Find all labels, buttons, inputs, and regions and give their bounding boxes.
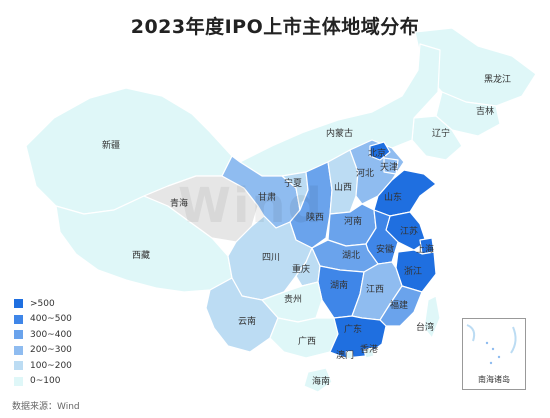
- province-labels: 黑龙江 吉林 辽宁 内蒙古 新疆 西藏 青海 甘肃 宁夏 山西 河北 北京 天津…: [102, 73, 511, 387]
- legend-swatch: [14, 330, 23, 340]
- label-guangxi: 广西: [298, 335, 316, 347]
- province-fujian[interactable]: [379, 285, 423, 327]
- label-shanxi: 山西: [334, 182, 352, 193]
- label-taiwan: 台湾: [416, 321, 434, 333]
- label-ningxia: 宁夏: [284, 177, 302, 189]
- province-tianjin[interactable]: [383, 157, 399, 175]
- legend-swatch: [14, 361, 23, 371]
- legend-swatch: [14, 299, 23, 309]
- inset-label: 南海诸岛: [478, 375, 510, 384]
- province-beijing[interactable]: [369, 141, 391, 161]
- label-anhui: 安徽: [376, 243, 394, 255]
- label-macau: 澳门: [336, 349, 354, 361]
- legend-swatch: [14, 345, 23, 355]
- label-chongqing: 重庆: [292, 263, 310, 275]
- label-zhejiang: 浙江: [404, 265, 422, 277]
- label-jiangxi: 江西: [366, 284, 384, 295]
- label-guizhou: 贵州: [284, 293, 302, 305]
- label-shanghai: 上海: [416, 243, 434, 255]
- map-legend: >500 400~500 300~400 200~300 100~200 0~1…: [14, 296, 72, 389]
- label-xinjiang: 新疆: [102, 139, 120, 151]
- province-hongkong[interactable]: [363, 347, 375, 359]
- legend-label: 300~400: [30, 329, 72, 340]
- legend-item[interactable]: 0~100: [14, 374, 72, 390]
- label-yunnan: 云南: [238, 315, 256, 327]
- legend-label: >500: [30, 298, 55, 309]
- south-china-sea-inset: 南海诸岛: [462, 318, 526, 390]
- label-tianjin: 天津: [380, 162, 398, 173]
- label-qinghai: 青海: [170, 197, 188, 209]
- label-beijing: 北京: [368, 147, 386, 159]
- label-tibet: 西藏: [132, 249, 150, 261]
- legend-label: 200~300: [30, 345, 72, 356]
- legend-label: 0~100: [30, 376, 61, 387]
- watermark: Wind: [178, 178, 324, 234]
- label-inner-mongolia: 内蒙古: [326, 127, 353, 139]
- legend-item[interactable]: 400~500: [14, 312, 72, 328]
- province-qinghai[interactable]: [143, 175, 259, 243]
- label-jilin: 吉林: [476, 105, 494, 117]
- legend-item[interactable]: 300~400: [14, 327, 72, 343]
- islands-sketch: [466, 324, 517, 365]
- label-liaoning: 辽宁: [432, 127, 450, 139]
- map-title: 2023年度IPO上市主体地域分布: [130, 16, 420, 38]
- legend-item[interactable]: 200~300: [14, 343, 72, 359]
- label-hongkong: 香港: [360, 343, 378, 355]
- province-hainan[interactable]: [303, 367, 333, 393]
- legend-swatch: [14, 314, 23, 324]
- label-shaanxi: 陕西: [306, 211, 324, 223]
- label-hunan: 湖南: [330, 279, 348, 291]
- legend-label: 400~500: [30, 314, 72, 325]
- label-guangdong: 广东: [344, 323, 362, 335]
- data-source: 数据来源：Wind: [12, 402, 80, 412]
- province-taiwan[interactable]: [423, 295, 441, 339]
- label-sichuan: 四川: [262, 253, 280, 263]
- legend-label: 100~200: [30, 360, 72, 371]
- province-macau[interactable]: [345, 350, 354, 360]
- label-shandong: 山东: [384, 191, 402, 203]
- label-gansu: 甘肃: [258, 191, 276, 203]
- label-heilongjiang: 黑龙江: [484, 73, 511, 85]
- label-hebei: 河北: [356, 167, 374, 179]
- province-liaoning[interactable]: [411, 115, 463, 161]
- legend-item[interactable]: >500: [14, 296, 72, 312]
- legend-item[interactable]: 100~200: [14, 358, 72, 374]
- label-jiangsu: 江苏: [400, 225, 418, 237]
- label-hubei: 湖北: [342, 250, 360, 261]
- label-hainan: 海南: [312, 375, 330, 387]
- label-fujian: 福建: [390, 299, 408, 311]
- label-henan: 河南: [344, 215, 362, 227]
- legend-swatch: [14, 376, 23, 386]
